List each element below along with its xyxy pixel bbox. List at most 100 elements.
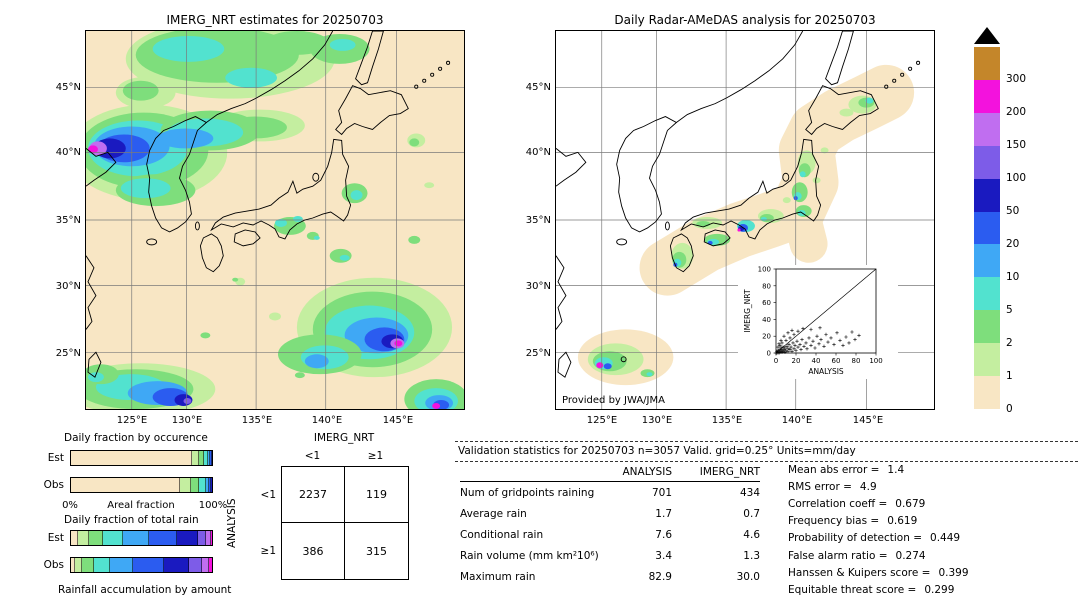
bar-segment	[89, 531, 104, 545]
colorbar-cell	[974, 244, 1000, 278]
bar-segment	[110, 558, 133, 572]
bar-segment	[82, 558, 94, 572]
lat-tick-label: 35°N	[525, 215, 551, 226]
inset-scatter-svg: 00 20 20 40 40 60 60 80 80 100 100 ANALYSIS IMERG_NR…	[738, 265, 898, 379]
inset-ylabel: IMERG_NRT	[743, 289, 752, 332]
bar-segment	[203, 451, 208, 465]
colorbar-cell	[974, 79, 1000, 114]
coastlines	[556, 31, 921, 378]
lon-tick-label: 140°E	[311, 415, 343, 426]
x-axis-title: Areal fraction	[107, 500, 175, 511]
stat-analysis-value: 1.7	[655, 507, 672, 520]
lat-tick-label: 30°N	[55, 281, 81, 292]
bar-segment	[205, 478, 210, 492]
row-label-obs: Obs	[43, 479, 64, 491]
score-line: Frequency bias = 0.619	[788, 513, 1078, 530]
svg-text:40: 40	[762, 316, 771, 324]
colorbar-tick-label: 300	[1006, 73, 1027, 86]
score-label: Mean abs error =	[788, 463, 880, 476]
stat-label: Conditional rain	[460, 528, 544, 541]
occurrence-chart-title: Daily fraction by occurence	[64, 432, 208, 444]
bar-segment	[210, 451, 212, 465]
score-value: 0.274	[895, 549, 926, 562]
bar-segment	[197, 531, 207, 545]
occurrence-bar-obs	[70, 477, 213, 493]
score-label: Correlation coeff =	[788, 497, 888, 510]
bar-segment	[209, 558, 212, 572]
svg-text:80: 80	[852, 357, 861, 365]
lon-tick-label: 125°E	[116, 415, 148, 426]
grid-lines	[86, 31, 464, 409]
colorbar-cell	[974, 310, 1000, 344]
validation-row: Conditional rain 7.6 4.6	[460, 524, 760, 545]
contingency-col-label: ≥1	[367, 450, 384, 462]
occurrence-bar-est	[70, 450, 213, 466]
col-analysis: ANALYSIS	[622, 466, 672, 478]
imerg-map: 45°N 40°N 35°N 30°N 25°N 125°E 130°E 135…	[56, 30, 465, 426]
score-value: 1.4	[887, 463, 905, 476]
bar-segment	[71, 451, 192, 465]
score-value: 0.449	[930, 532, 961, 545]
lon-tick-label: 135°E	[711, 415, 743, 426]
lon-tick-label: 135°E	[241, 415, 273, 426]
score-line: Probability of detection = 0.449	[788, 530, 1078, 547]
stat-analysis-value: 82.9	[648, 570, 672, 583]
contingency-col-group: IMERG_NRT	[313, 432, 375, 444]
colorbar-cells	[974, 47, 1000, 410]
colorbar-tick-label: 200	[1006, 106, 1027, 119]
stat-imerg-value: 4.6	[743, 528, 760, 541]
contingency-row-group: ANALYSIS	[226, 498, 238, 548]
contingency-row-label: ≥1	[260, 545, 276, 557]
bar-segment	[176, 531, 198, 545]
bar-segment	[78, 531, 90, 545]
bar-segment	[199, 451, 204, 465]
colorbar-cell	[974, 145, 1000, 180]
row-label-est: Est	[47, 452, 64, 464]
spacer	[460, 466, 610, 478]
bar-segment	[103, 531, 124, 545]
bar-segment	[199, 478, 206, 492]
bar-segment	[210, 531, 212, 545]
score-value: 0.399	[938, 566, 969, 579]
colorbar-tick-label: 1	[1006, 369, 1013, 382]
svg-text:60: 60	[762, 299, 771, 307]
bar-segment	[123, 531, 149, 545]
svg-text:0: 0	[767, 350, 771, 358]
row-label-est: Est	[47, 532, 64, 544]
contingency-cell: 119	[345, 467, 408, 523]
score-value: 0.619	[887, 515, 918, 528]
radar-credit: Provided by JWA/JMA	[562, 395, 665, 406]
colorbar-overflow-triangle	[974, 27, 1000, 44]
colorbar-cell	[974, 277, 1000, 311]
total-rain-chart-title: Daily fraction of total rain	[64, 514, 199, 526]
validation-row: Num of gridpoints raining 701 434	[460, 482, 760, 503]
lon-tick-label: 130°E	[171, 415, 203, 426]
score-line: False alarm ratio = 0.274	[788, 547, 1078, 564]
svg-text:60: 60	[832, 357, 841, 365]
left-map-title: IMERG_NRT estimates for 20250703	[166, 13, 384, 27]
bar-segment	[207, 451, 211, 465]
bar-segment	[164, 558, 190, 572]
lat-tick-label: 45°N	[525, 82, 551, 93]
bar-segment	[190, 478, 200, 492]
contingency-table: 2237 119 386 315	[281, 466, 409, 580]
score-line: RMS error = 4.9	[788, 478, 1078, 495]
radar-amedas-map: 45°N 40°N 35°N 30°N 25°N 125°E 130°E 135…	[526, 30, 935, 426]
score-value: 0.299	[924, 583, 955, 596]
colorbar-cell	[974, 112, 1000, 147]
validation-table: ANALYSIS IMERG_NRT Num of gridpoints rai…	[460, 466, 760, 587]
bar-segment	[75, 558, 83, 572]
x-axis-min-label: 0%	[62, 500, 78, 511]
colorbar-cell	[974, 178, 1000, 213]
colorbar-tick-label: 20	[1006, 237, 1020, 250]
bar-segment	[206, 531, 211, 545]
right-map-title: Daily Radar-AMeDAS analysis for 20250703	[614, 13, 876, 27]
score-label: Frequency bias =	[788, 515, 880, 528]
colorbar-cell	[974, 376, 1000, 410]
lat-tick-label: 40°N	[55, 147, 81, 158]
stat-imerg-value: 434	[739, 486, 760, 499]
bar-segment	[93, 558, 111, 572]
score-line: Mean abs error = 1.4	[788, 461, 1078, 478]
stat-label: Maximum rain	[460, 570, 536, 583]
lat-tick-label: 30°N	[525, 281, 551, 292]
